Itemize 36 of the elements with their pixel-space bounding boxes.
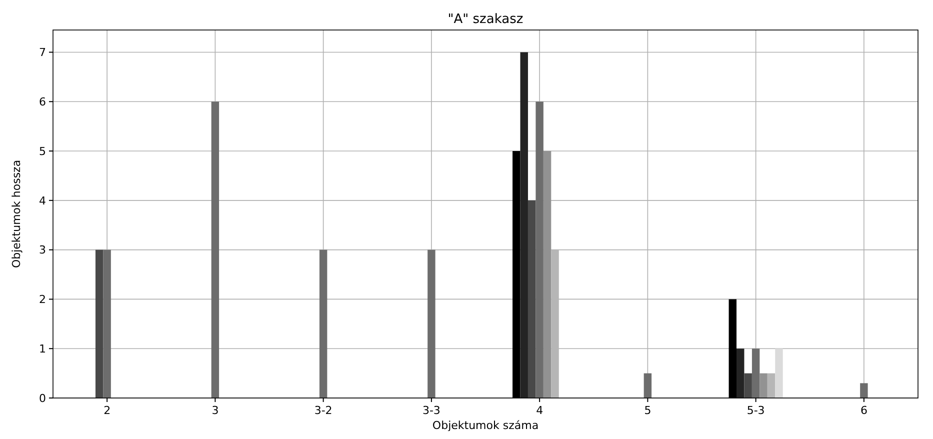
bar xyxy=(775,348,783,398)
bar xyxy=(860,383,868,398)
bar xyxy=(744,373,752,398)
x-tick-label: 5-3 xyxy=(746,404,765,417)
y-tick-label: 2 xyxy=(39,293,46,306)
bar xyxy=(752,348,760,398)
bar xyxy=(95,250,104,398)
x-axis-title: Objektumok száma xyxy=(432,419,539,432)
bar xyxy=(736,348,744,398)
bar xyxy=(760,373,768,398)
x-tick-label: 6 xyxy=(860,404,868,417)
x-tick-label: 5 xyxy=(644,404,652,417)
bar xyxy=(211,102,220,398)
chart-title: "A" szakasz xyxy=(448,12,524,27)
y-tick-label: 0 xyxy=(39,392,46,405)
bar xyxy=(528,200,536,398)
y-tick-label: 3 xyxy=(39,244,46,257)
y-tick-label: 6 xyxy=(39,95,46,108)
x-tick-label: 3-3 xyxy=(422,404,440,417)
bar xyxy=(103,250,111,398)
x-tick-label: 3 xyxy=(212,404,219,417)
x-tick-label: 4 xyxy=(536,404,544,417)
bar xyxy=(644,373,652,398)
x-tick-label: 2 xyxy=(104,404,111,417)
bar xyxy=(520,52,528,398)
bar xyxy=(536,102,544,398)
bar xyxy=(767,373,776,398)
y-tick-label: 4 xyxy=(39,194,46,208)
y-tick-label: 7 xyxy=(39,46,46,60)
y-axis-title: Objektumok hossza xyxy=(10,160,23,268)
x-tick-label: 3-2 xyxy=(314,404,332,417)
bar xyxy=(428,250,436,398)
bar xyxy=(543,151,552,398)
y-tick-label: 1 xyxy=(39,342,46,356)
bar xyxy=(319,250,328,398)
y-tick-label: 5 xyxy=(39,144,46,158)
